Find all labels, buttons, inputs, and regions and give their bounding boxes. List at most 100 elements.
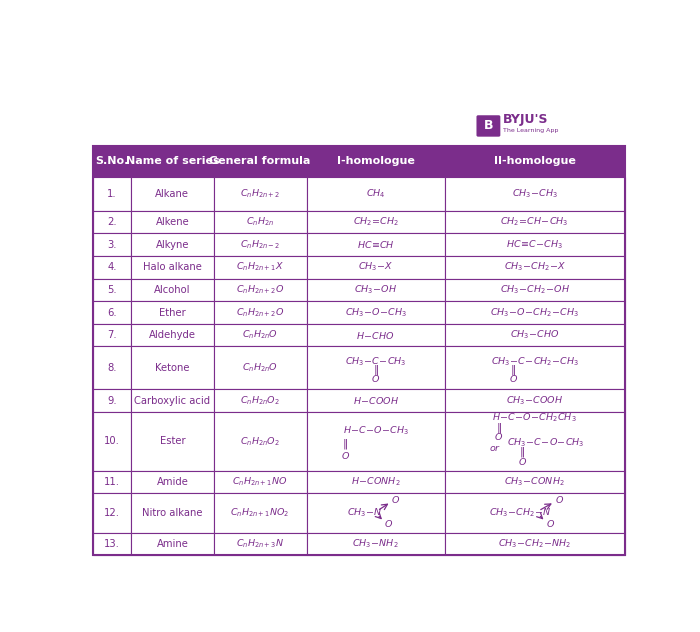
- Text: $\|$: $\|$: [519, 445, 525, 459]
- Bar: [214, 533, 307, 555]
- Text: 12.: 12.: [104, 508, 120, 518]
- Text: B: B: [484, 119, 494, 133]
- Bar: [445, 301, 624, 324]
- Bar: [93, 412, 131, 471]
- Text: $\|$: $\|$: [342, 437, 349, 451]
- Bar: [214, 147, 307, 176]
- Text: $O$: $O$: [517, 456, 526, 467]
- Text: $C_nH_{2n+2}O$: $C_nH_{2n+2}O$: [236, 284, 284, 296]
- Bar: [307, 412, 445, 471]
- Bar: [445, 279, 624, 301]
- Bar: [307, 256, 445, 279]
- Bar: [307, 389, 445, 412]
- Bar: [131, 233, 214, 256]
- Bar: [307, 210, 445, 233]
- Text: Name of series: Name of series: [125, 157, 219, 166]
- Bar: [214, 389, 307, 412]
- Text: $CH_3\!-\!CH_2\!-\!OH$: $CH_3\!-\!CH_2\!-\!OH$: [500, 284, 570, 296]
- Bar: [445, 256, 624, 279]
- Bar: [131, 471, 214, 494]
- Bar: [445, 412, 624, 471]
- Bar: [93, 147, 131, 176]
- Text: Alcohol: Alcohol: [154, 285, 190, 295]
- Bar: [214, 494, 307, 533]
- Bar: [93, 533, 131, 555]
- Text: $CH_3\!-\!X$: $CH_3\!-\!X$: [358, 261, 393, 274]
- Text: Nitro alkane: Nitro alkane: [142, 508, 203, 518]
- Bar: [93, 233, 131, 256]
- Text: $C_nH_{2n+3}N$: $C_nH_{2n+3}N$: [236, 538, 284, 550]
- Text: $C_nH_{2n}O$: $C_nH_{2n}O$: [242, 329, 278, 341]
- Bar: [214, 279, 307, 301]
- Bar: [131, 210, 214, 233]
- Text: BYJU'S: BYJU'S: [503, 113, 548, 126]
- Text: Amine: Amine: [157, 539, 188, 549]
- Text: Ester: Ester: [160, 436, 186, 446]
- Bar: [93, 256, 131, 279]
- Text: $O$: $O$: [494, 431, 503, 442]
- Text: Alkene: Alkene: [155, 217, 189, 227]
- Text: $O$: $O$: [384, 518, 393, 530]
- Bar: [214, 412, 307, 471]
- Bar: [131, 279, 214, 301]
- Text: Carboxylic acid: Carboxylic acid: [134, 396, 211, 406]
- Bar: [131, 176, 214, 210]
- Bar: [214, 176, 307, 210]
- Bar: [93, 494, 131, 533]
- Bar: [93, 279, 131, 301]
- Text: Aldehyde: Aldehyde: [149, 330, 196, 340]
- Text: $C_nH_{2n}O_2$: $C_nH_{2n}O_2$: [240, 394, 280, 407]
- Bar: [131, 346, 214, 389]
- Bar: [445, 346, 624, 389]
- Bar: [93, 324, 131, 346]
- Text: $O$: $O$: [341, 451, 350, 461]
- Bar: [307, 324, 445, 346]
- Text: Amide: Amide: [157, 477, 188, 487]
- Text: $C_nH_{2n}O$: $C_nH_{2n}O$: [242, 362, 278, 374]
- Bar: [307, 533, 445, 555]
- Text: $CH_3\!-\!COOH$: $CH_3\!-\!COOH$: [506, 394, 564, 407]
- Bar: [131, 494, 214, 533]
- Bar: [131, 147, 214, 176]
- Bar: [93, 210, 131, 233]
- Text: $H\!-\!C\!-\!O\!-\!CH_3$: $H\!-\!C\!-\!O\!-\!CH_3$: [342, 425, 409, 437]
- Text: 5.: 5.: [107, 285, 117, 295]
- Text: 2.: 2.: [107, 217, 117, 227]
- Bar: [131, 324, 214, 346]
- Bar: [445, 533, 624, 555]
- Text: $H\!-\!COOH$: $H\!-\!COOH$: [353, 395, 399, 406]
- Bar: [307, 301, 445, 324]
- Bar: [93, 301, 131, 324]
- Bar: [131, 412, 214, 471]
- Text: Halo alkane: Halo alkane: [143, 262, 202, 272]
- Text: $or$: $or$: [489, 443, 501, 453]
- Text: $C_nH_{2n+2}$: $C_nH_{2n+2}$: [240, 187, 280, 200]
- Bar: [445, 176, 624, 210]
- Text: Ether: Ether: [159, 308, 186, 317]
- Text: $C_nH_{2n+1}X$: $C_nH_{2n+1}X$: [236, 261, 284, 274]
- Bar: [445, 389, 624, 412]
- Text: $C_nH_{2n+1}NO$: $C_nH_{2n+1}NO$: [232, 476, 288, 489]
- Bar: [131, 301, 214, 324]
- Text: $CH_3\!-\!NH_2$: $CH_3\!-\!NH_2$: [353, 538, 399, 550]
- Bar: [445, 233, 624, 256]
- Text: $CH_3\!-\!C\!-\!CH_2\!-\!CH_3$: $CH_3\!-\!C\!-\!CH_2\!-\!CH_3$: [491, 355, 579, 368]
- Bar: [131, 256, 214, 279]
- Text: $H\!-\!C\!-\!O\!-\!CH_2CH_3$: $H\!-\!C\!-\!O\!-\!CH_2CH_3$: [492, 411, 577, 424]
- Bar: [445, 494, 624, 533]
- Text: 8.: 8.: [107, 363, 117, 373]
- Bar: [131, 389, 214, 412]
- Text: 4.: 4.: [107, 262, 117, 272]
- Bar: [93, 389, 131, 412]
- Bar: [214, 256, 307, 279]
- Text: $\|$: $\|$: [496, 421, 502, 435]
- Text: 13.: 13.: [104, 539, 120, 549]
- Text: $CH_3\!-\!C\!-\!O\!-\!CH_3$: $CH_3\!-\!C\!-\!O\!-\!CH_3$: [507, 437, 584, 449]
- Text: $C_nH_{2n-2}$: $C_nH_{2n-2}$: [240, 238, 280, 251]
- Bar: [307, 494, 445, 533]
- Text: $\|$: $\|$: [373, 363, 379, 377]
- Text: $O$: $O$: [555, 494, 564, 506]
- Text: II-homologue: II-homologue: [494, 157, 575, 166]
- Text: The Learning App: The Learning App: [503, 128, 558, 133]
- Text: 1.: 1.: [107, 188, 117, 198]
